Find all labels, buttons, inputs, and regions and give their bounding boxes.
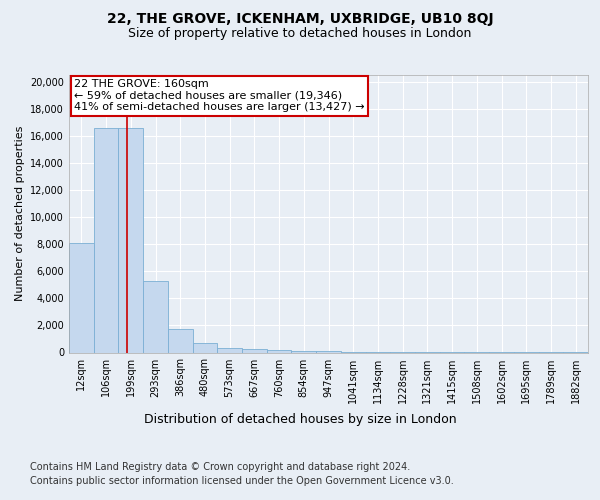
Bar bbox=[242, 350, 267, 352]
Text: 22 THE GROVE: 160sqm
← 59% of detached houses are smaller (19,346)
41% of semi-d: 22 THE GROVE: 160sqm ← 59% of detached h… bbox=[74, 79, 365, 112]
Bar bbox=[168, 329, 193, 352]
Bar bbox=[118, 128, 143, 352]
Text: Size of property relative to detached houses in London: Size of property relative to detached ho… bbox=[128, 28, 472, 40]
Y-axis label: Number of detached properties: Number of detached properties bbox=[15, 126, 25, 302]
Bar bbox=[143, 281, 168, 352]
Bar bbox=[267, 350, 292, 352]
Text: 22, THE GROVE, ICKENHAM, UXBRIDGE, UB10 8QJ: 22, THE GROVE, ICKENHAM, UXBRIDGE, UB10 … bbox=[107, 12, 493, 26]
Bar bbox=[193, 343, 217, 352]
Bar bbox=[94, 128, 118, 352]
Bar bbox=[69, 243, 94, 352]
Text: Contains HM Land Registry data © Crown copyright and database right 2024.: Contains HM Land Registry data © Crown c… bbox=[30, 462, 410, 472]
Bar bbox=[292, 351, 316, 352]
Text: Distribution of detached houses by size in London: Distribution of detached houses by size … bbox=[143, 412, 457, 426]
Text: Contains public sector information licensed under the Open Government Licence v3: Contains public sector information licen… bbox=[30, 476, 454, 486]
Bar bbox=[217, 348, 242, 352]
